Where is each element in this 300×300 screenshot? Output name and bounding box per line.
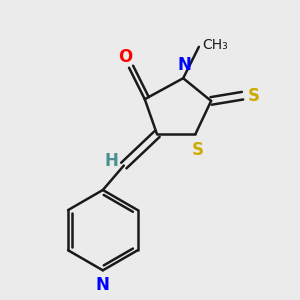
Text: N: N <box>178 56 192 74</box>
Text: H: H <box>105 152 118 170</box>
Text: O: O <box>118 48 133 66</box>
Text: CH₃: CH₃ <box>202 38 228 52</box>
Text: S: S <box>248 87 260 105</box>
Text: S: S <box>192 141 204 159</box>
Text: N: N <box>96 276 110 294</box>
